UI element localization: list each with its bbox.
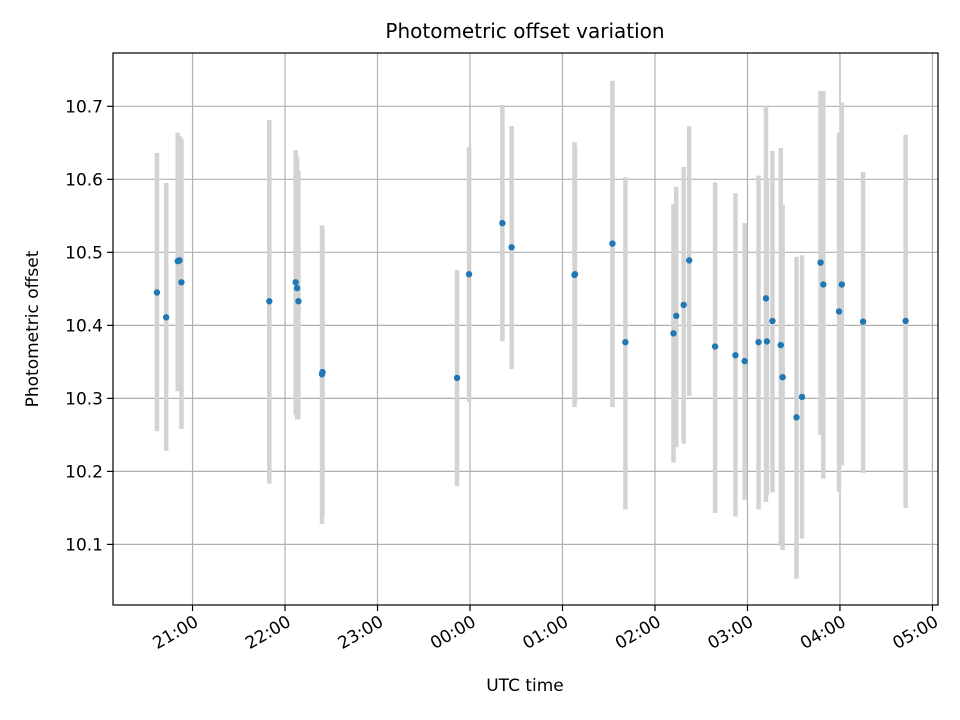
data-point bbox=[673, 312, 680, 320]
x-tick-label: 22:00 bbox=[242, 612, 294, 654]
data-point bbox=[162, 314, 170, 321]
grid bbox=[113, 53, 938, 605]
data-point bbox=[571, 271, 579, 278]
data-point bbox=[859, 318, 867, 325]
plot-frame bbox=[112, 52, 939, 606]
y-tick-label: 10.7 bbox=[65, 97, 103, 117]
data-point bbox=[711, 343, 719, 350]
data-point bbox=[293, 284, 301, 292]
x-tick-label: 03:00 bbox=[705, 612, 757, 654]
y-tick-label: 10.1 bbox=[65, 535, 103, 555]
data-point bbox=[453, 374, 461, 382]
x-tick-label: 21:00 bbox=[150, 612, 202, 654]
data-point bbox=[793, 414, 800, 421]
data-point bbox=[763, 338, 771, 345]
data-point bbox=[835, 308, 843, 315]
x-tick-label: 00:00 bbox=[427, 612, 479, 654]
data-point bbox=[779, 373, 786, 381]
error-bars bbox=[154, 80, 908, 579]
chart-title: Photometric offset variation bbox=[385, 19, 664, 43]
data-point bbox=[755, 338, 762, 346]
data-point bbox=[686, 257, 693, 264]
y-tick-label: 10.3 bbox=[65, 389, 103, 409]
data-point bbox=[732, 352, 739, 359]
data-point bbox=[817, 259, 824, 266]
y-tick-label: 10.2 bbox=[65, 462, 103, 482]
data-point bbox=[266, 298, 273, 305]
data-point bbox=[153, 289, 161, 296]
data-point bbox=[798, 393, 806, 401]
data-point bbox=[292, 279, 299, 286]
x-tick-label: 05:00 bbox=[890, 612, 942, 654]
x-axis-title: UTC time bbox=[486, 676, 564, 696]
y-tick-label: 10.4 bbox=[65, 316, 103, 336]
x-tick-label: 23:00 bbox=[335, 612, 387, 654]
data-point bbox=[465, 271, 473, 278]
y-axis-ticks: 10.1 10.2 10.3 10.4 10.5 10.6 10.7 bbox=[65, 97, 113, 555]
data-point bbox=[769, 317, 776, 325]
data-point bbox=[741, 357, 748, 365]
y-tick-label: 10.6 bbox=[65, 170, 103, 190]
data-point bbox=[295, 298, 302, 305]
x-axis-ticks: 21:00 22:00 23:00 00:00 01:00 02:00 03:00 04:00… bbox=[150, 605, 942, 654]
x-tick-label: 02:00 bbox=[612, 612, 664, 654]
x-tick-label: 01:00 bbox=[520, 612, 572, 654]
data-point bbox=[680, 301, 687, 309]
data-point bbox=[902, 317, 909, 325]
data-point bbox=[609, 240, 616, 247]
data-point bbox=[622, 338, 629, 346]
data-point bbox=[670, 330, 677, 337]
data-point bbox=[178, 279, 185, 286]
data-point bbox=[820, 281, 827, 288]
data-point bbox=[176, 257, 183, 264]
data-point bbox=[777, 341, 784, 349]
data-points bbox=[153, 219, 909, 421]
data-point bbox=[762, 295, 770, 302]
x-tick-label: 04:00 bbox=[797, 612, 849, 654]
data-point bbox=[319, 368, 326, 376]
y-tick-label: 10.5 bbox=[65, 243, 103, 263]
data-point bbox=[508, 244, 515, 251]
data-point bbox=[499, 219, 506, 227]
data-point bbox=[838, 281, 846, 288]
y-axis-title: Photometric offset bbox=[23, 250, 43, 407]
